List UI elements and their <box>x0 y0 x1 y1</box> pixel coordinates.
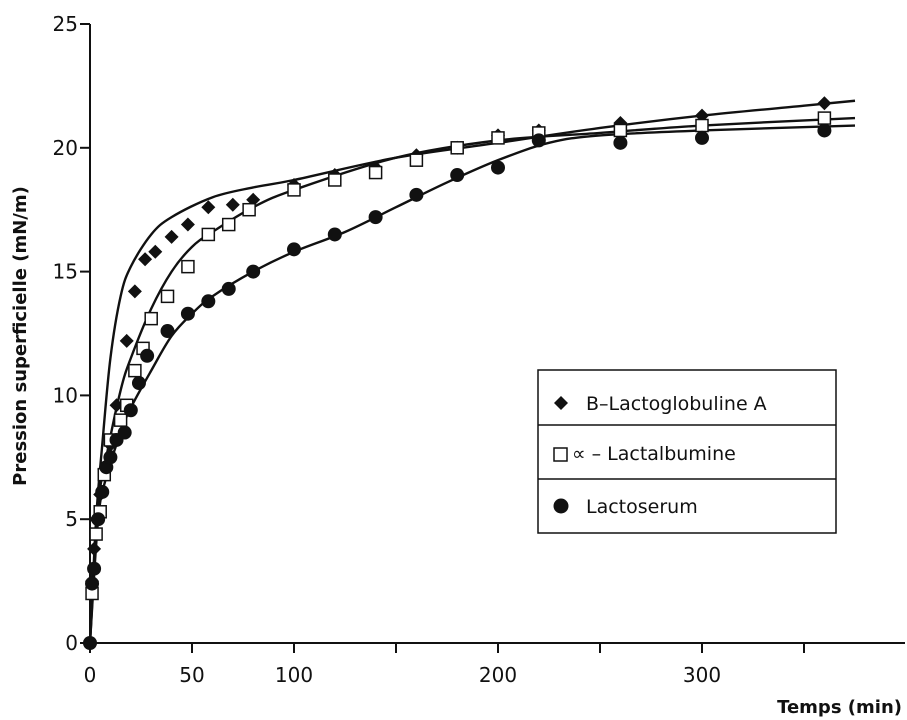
data-point-circle <box>123 403 138 418</box>
data-point-circle <box>91 512 106 527</box>
data-point-diamond <box>119 333 134 348</box>
data-point-circle <box>491 160 505 175</box>
data-point-diamond <box>138 252 153 267</box>
data-point-square <box>695 118 709 133</box>
legend-label-series-3: Lactoserum <box>586 496 698 518</box>
legend-box <box>537 369 837 534</box>
data-point-circle <box>695 130 709 145</box>
x-tick-label: 100 <box>275 663 313 687</box>
legend-label-series-1: B–Lactoglobuline A <box>586 393 767 415</box>
data-point-diamond <box>127 284 142 299</box>
data-point-circle <box>287 242 301 257</box>
data-point-circle <box>817 123 832 138</box>
legend-diamond-marker <box>554 396 568 410</box>
y-tick-label: 15 <box>53 260 78 284</box>
data-point-circle <box>117 425 132 440</box>
data-point-circle <box>613 135 628 150</box>
x-tick-label: 300 <box>683 663 721 687</box>
data-point-circle <box>95 484 110 499</box>
data-point-square <box>113 413 128 427</box>
data-point-diamond <box>201 200 216 215</box>
data-point-square <box>368 165 383 180</box>
data-point-square <box>817 111 832 125</box>
data-point-diamond <box>87 541 102 556</box>
x-tick-label: 0 <box>84 663 97 687</box>
legend: B–Lactoglobuline A ∝ – Lactalbumine Lact… <box>537 369 837 534</box>
data-point-square <box>409 153 424 167</box>
y-tick-label: 0 <box>65 631 78 655</box>
data-point-square <box>201 227 216 242</box>
data-point-diamond <box>817 96 832 111</box>
data-point-circle <box>327 227 342 242</box>
y-tick-label: 10 <box>53 383 78 407</box>
data-point-circle <box>140 348 155 363</box>
data-point-circle <box>531 133 546 148</box>
data-point-square <box>144 311 158 326</box>
data-point-circle <box>246 264 261 279</box>
legend-circle-marker <box>553 498 569 514</box>
data-point-circle <box>409 187 424 202</box>
y-axis-label: Pression superficielle (mN/m) <box>10 186 31 486</box>
data-point-square <box>450 141 464 155</box>
data-point-square <box>613 123 628 138</box>
data-point-square <box>242 202 256 217</box>
data-point-circle <box>160 324 175 339</box>
y-tick-label: 25 <box>53 12 78 36</box>
data-point-circle <box>85 576 100 591</box>
x-tick-label: 50 <box>179 663 204 687</box>
data-point-circle <box>221 281 236 296</box>
data-point-circle <box>201 294 216 309</box>
data-point-square <box>491 131 505 145</box>
data-point-square <box>328 173 342 187</box>
x-tick-label: 200 <box>479 663 517 687</box>
data-point-circle <box>131 376 146 391</box>
data-point-square <box>221 217 236 232</box>
data-point-diamond <box>180 217 195 232</box>
y-tick-label: 5 <box>65 507 78 531</box>
data-point-circle <box>103 450 118 465</box>
data-point-circle <box>83 636 97 650</box>
x-axis-label: Temps (min) <box>777 697 902 718</box>
data-point-diamond <box>164 229 179 244</box>
data-point-diamond <box>148 244 163 259</box>
y-axis: 0 5 10 15 20 25 <box>53 12 91 655</box>
legend-label-series-2: ∝ – Lactalbumine <box>572 443 736 465</box>
data-point-circle <box>180 306 195 321</box>
x-axis: 0 50 100 200 300 <box>84 642 905 687</box>
legend-square-marker <box>553 447 568 462</box>
data-point-circle <box>87 561 102 576</box>
data-point-diamond <box>225 197 240 212</box>
fit-curve-series-1 <box>88 99 856 644</box>
data-point-square <box>181 259 195 274</box>
data-point-square <box>89 527 103 541</box>
data-points <box>83 96 832 650</box>
data-point-square <box>287 183 301 197</box>
data-point-circle <box>450 168 465 183</box>
data-point-square <box>160 289 175 304</box>
data-point-square <box>128 363 142 378</box>
y-tick-label: 20 <box>53 136 78 160</box>
data-point-circle <box>368 210 383 225</box>
